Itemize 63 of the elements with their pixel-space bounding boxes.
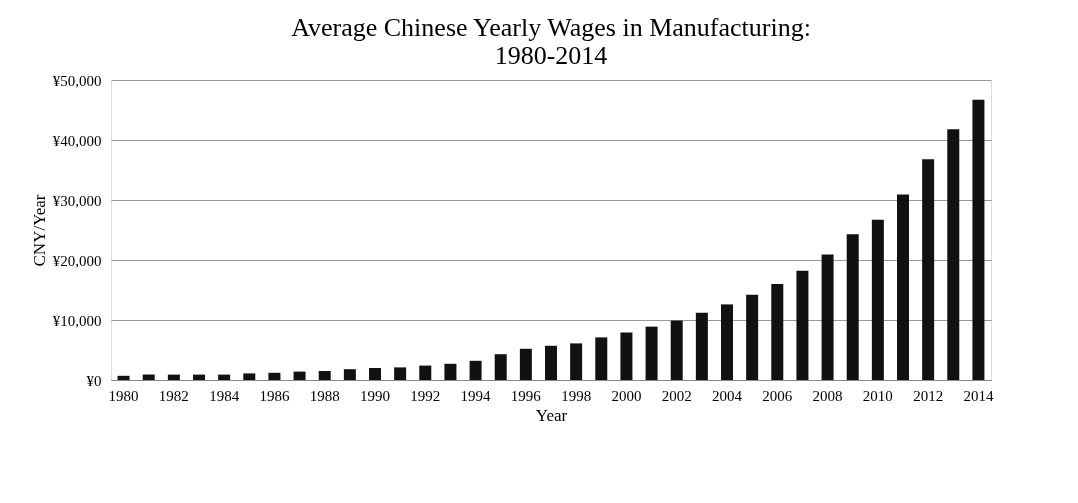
bar — [746, 294, 759, 380]
x-tick-label: 1998 — [561, 387, 592, 404]
bar — [846, 234, 859, 380]
y-tick-label: ¥30,000 — [52, 192, 102, 209]
x-tick-label: 2012 — [913, 387, 944, 404]
bar — [821, 254, 834, 380]
bar — [721, 304, 733, 380]
y-tick-label: ¥50,000 — [52, 72, 102, 89]
bar — [494, 354, 507, 380]
bar — [670, 320, 683, 380]
bar — [293, 371, 306, 380]
x-tick-label: 2014 — [963, 387, 994, 404]
x-tick-label: 1984 — [209, 387, 240, 404]
x-tick-label: 2010 — [862, 387, 893, 404]
x-tick-label: 2006 — [762, 387, 793, 404]
bar — [117, 375, 130, 380]
bar — [897, 194, 909, 380]
bar — [268, 372, 281, 380]
x-tick-label: 1988 — [309, 387, 340, 404]
bar — [167, 374, 180, 380]
bar — [771, 284, 784, 380]
x-tick-label: 1982 — [158, 387, 189, 404]
y-tick-label: ¥0 — [86, 372, 102, 389]
bar — [922, 159, 935, 380]
bar — [620, 332, 633, 380]
bar — [972, 99, 985, 380]
bar — [394, 367, 407, 380]
bar — [570, 343, 583, 380]
bar — [871, 219, 884, 380]
bar — [595, 337, 608, 380]
bar — [343, 369, 356, 380]
bar — [218, 374, 231, 380]
bar — [369, 368, 381, 380]
bar — [695, 312, 708, 380]
bar — [519, 348, 532, 380]
text: 1980-2014 — [494, 41, 608, 70]
x-tick-label: 2002 — [661, 387, 692, 404]
bar — [193, 374, 205, 380]
x-tick-label: 2000 — [611, 387, 642, 404]
bar — [947, 129, 960, 380]
x-tick-label: 1990 — [360, 387, 390, 404]
bar — [142, 374, 155, 380]
x-tick-label: 2008 — [812, 387, 843, 404]
bar — [444, 363, 457, 380]
bar — [796, 270, 809, 380]
x-tick-label: 1980 — [108, 387, 139, 404]
bar — [419, 365, 432, 380]
bar — [645, 326, 658, 380]
x-axis-title: Year — [535, 405, 568, 425]
text: Average Chinese Yearly Wages in Manufacturing: — [291, 13, 811, 42]
bar — [318, 371, 331, 380]
x-tick-label: 1996 — [510, 387, 542, 404]
x-tick-label: 2004 — [712, 387, 743, 404]
y-tick-label: ¥10,000 — [52, 312, 102, 329]
y-axis-title: CNY/Year — [29, 194, 49, 267]
bar — [243, 373, 256, 380]
bar — [469, 360, 482, 380]
y-tick-label: ¥20,000 — [52, 252, 102, 269]
bar — [545, 345, 557, 380]
y-tick-label: ¥40,000 — [52, 132, 102, 149]
x-tick-label: 1986 — [259, 387, 290, 404]
x-tick-label: 1994 — [460, 387, 492, 404]
x-tick-label: 1992 — [410, 387, 441, 404]
